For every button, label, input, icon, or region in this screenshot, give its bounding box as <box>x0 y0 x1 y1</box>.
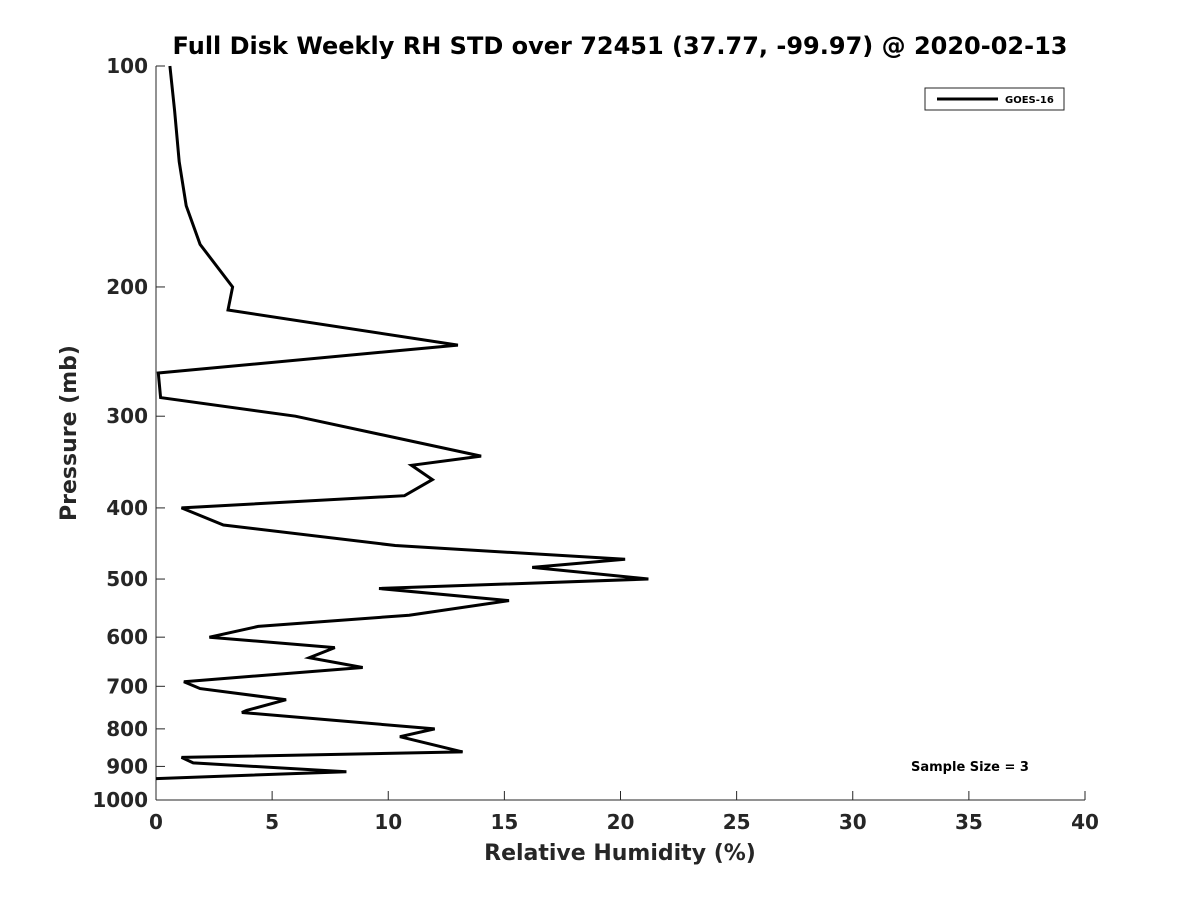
y-tick-label: 800 <box>106 717 148 741</box>
x-axis-label: Relative Humidity (%) <box>484 841 756 866</box>
y-tick-label: 300 <box>106 404 148 428</box>
legend: GOES-16 <box>924 87 1065 111</box>
x-tick-label: 10 <box>374 810 402 834</box>
legend-label-goes16: GOES-16 <box>1005 95 1054 106</box>
x-tick-label: 30 <box>839 810 867 834</box>
y-tick-label: 500 <box>106 567 148 591</box>
sample-size-annotation: Sample Size = 3 <box>911 760 1029 775</box>
x-tick-label: 15 <box>490 810 518 834</box>
ticks: 0 5 10 15 20 25 30 35 40 100 200 300 400 500 600 700 800… <box>92 54 1099 834</box>
x-tick-label: 25 <box>723 810 751 834</box>
y-tick-label: 200 <box>106 275 148 299</box>
chart-title: Full Disk Weekly RH STD over 72451 (37.7… <box>173 32 1068 60</box>
x-tick-label: 40 <box>1071 810 1099 834</box>
x-tick-label: 5 <box>265 810 279 834</box>
y-tick-label: 900 <box>106 754 148 778</box>
x-tick-label: 20 <box>607 810 635 834</box>
x-tick-label: 35 <box>955 810 983 834</box>
y-tick-label: 1000 <box>92 788 148 812</box>
y-tick-label: 600 <box>106 625 148 649</box>
y-tick-label: 100 <box>106 54 148 78</box>
x-tick-label: 0 <box>149 810 163 834</box>
axes <box>155 66 1085 801</box>
series-line-goes16 <box>155 65 649 781</box>
y-tick-label: 400 <box>106 496 148 520</box>
y-axis-label: Pressure (mb) <box>57 345 82 521</box>
series-layer <box>155 65 649 781</box>
y-tick-label: 700 <box>106 674 148 698</box>
